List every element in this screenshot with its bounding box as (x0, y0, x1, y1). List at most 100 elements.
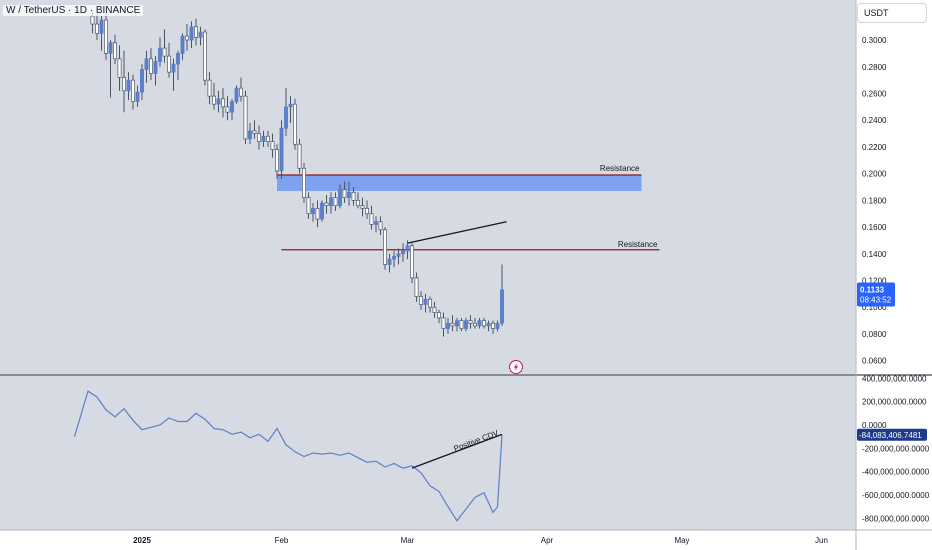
candle (266, 130, 270, 147)
candle (360, 197, 365, 217)
time-tick-label: 2025 (133, 536, 151, 545)
price-tick-label: 0.1200 (862, 277, 887, 286)
last-price-value: 0.1133 (860, 285, 885, 294)
candle (270, 133, 275, 158)
last-cdv-badge[interactable]: -84,083,406.7481 (857, 428, 927, 441)
price-trendline[interactable] (407, 221, 507, 244)
candle (311, 203, 315, 222)
candle (455, 317, 459, 332)
candle (153, 56, 158, 86)
cdv-tick-label: -600,000,000.0000 (862, 491, 930, 500)
price-tick-label: 0.1600 (862, 223, 887, 232)
price-tick-label: 0.3000 (862, 36, 887, 45)
candle (212, 82, 216, 110)
candle (302, 162, 306, 204)
time-tick-label: Feb (275, 536, 289, 545)
price-tick-label: 0.2800 (862, 63, 887, 72)
candle (378, 216, 383, 236)
candle (324, 195, 329, 214)
cdv-tick-label: 400,000,000.0000 (862, 374, 927, 383)
resistance-zone[interactable] (277, 174, 642, 192)
candle (108, 40, 113, 98)
candle (257, 125, 261, 150)
candle (419, 291, 423, 310)
price-tick-label: 0.2200 (862, 143, 887, 152)
candle (144, 50, 149, 83)
candle (383, 227, 387, 270)
price-tick-label: 0.0800 (862, 330, 887, 339)
candle (491, 320, 495, 334)
candle (306, 192, 311, 220)
candle (356, 192, 360, 209)
candle (428, 296, 432, 313)
candle (432, 301, 437, 318)
candle (189, 21, 194, 49)
candle (329, 192, 333, 214)
candle (99, 16, 104, 51)
candle (477, 317, 482, 329)
candle (162, 29, 167, 63)
candle (167, 42, 171, 78)
candle (369, 205, 374, 230)
candle (342, 181, 347, 204)
candle (131, 74, 135, 110)
candle (239, 77, 243, 102)
candle (468, 315, 473, 329)
candle (365, 200, 369, 220)
candle (284, 88, 288, 137)
price-tick-label: 0.1400 (862, 250, 887, 259)
price-axis[interactable]: 0.3000 0.2800 0.2600 0.2400 0.2200 0.2000 0.18… (857, 36, 930, 523)
candle (149, 48, 153, 81)
candle (401, 243, 405, 262)
candle (387, 253, 392, 273)
candle (405, 240, 410, 260)
candle (225, 96, 230, 121)
candle (482, 317, 486, 329)
candle (158, 37, 162, 67)
candle (486, 320, 491, 332)
time-axis[interactable]: 2025 Feb Mar Apr May Jun (133, 536, 828, 545)
candles-layer (90, 8, 504, 337)
candle (315, 200, 320, 228)
time-tick-label: Apr (541, 536, 554, 545)
candle (176, 50, 180, 81)
cdv-tick-label: 200,000,000.0000 (862, 398, 927, 407)
candle (473, 317, 477, 329)
candle (104, 8, 108, 61)
lightning-bolt-icon[interactable] (509, 360, 523, 374)
price-tick-label: 0.1800 (862, 196, 887, 205)
currency-button[interactable]: USDT (857, 3, 927, 23)
candle (333, 192, 338, 212)
cdv-tick-label: 0.0000 (862, 421, 887, 430)
resistance-zone-label: Resistance (600, 164, 640, 173)
candle (459, 317, 464, 332)
cdv-tick-label: -800,000,000.0000 (862, 514, 930, 523)
candle (396, 248, 401, 265)
candle (248, 122, 252, 145)
candle (221, 88, 225, 118)
candle (122, 50, 126, 113)
time-tick-label: Mar (401, 536, 415, 545)
candle (297, 138, 302, 174)
candle (230, 98, 234, 121)
candle (275, 144, 279, 179)
candle (180, 33, 185, 61)
candle (374, 216, 378, 233)
resistance-level-label: Resistance (618, 240, 658, 249)
price-tick-label: 0.2000 (862, 170, 887, 179)
candle (207, 72, 212, 105)
symbol-title[interactable]: W / TetherUS · 1D · BINANCE (3, 5, 144, 16)
cdv-line (73, 390, 503, 522)
candle (234, 85, 239, 105)
candle (243, 90, 248, 145)
cdv-trendline[interactable] (411, 433, 503, 469)
last-price-countdown: 08:43:52 (860, 295, 892, 304)
candle (423, 293, 428, 313)
candle (392, 251, 396, 268)
candle (279, 120, 284, 179)
candle (252, 120, 257, 139)
candle (135, 85, 140, 107)
